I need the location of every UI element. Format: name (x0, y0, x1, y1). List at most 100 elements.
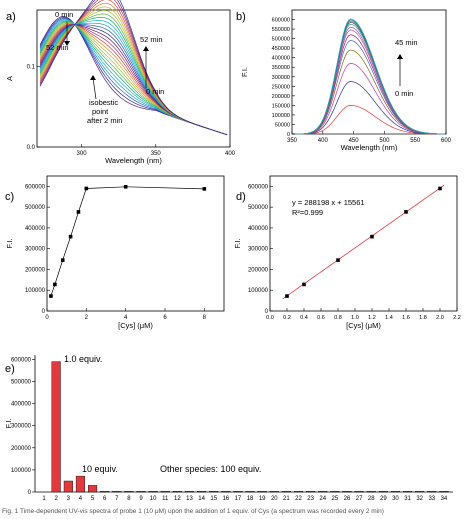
panel-d-xtick-label: 0.2 (283, 315, 291, 321)
panel-e-bar (100, 491, 110, 493)
panel-e-bar (306, 491, 316, 493)
panel-e-xtick-label: 31 (404, 496, 411, 502)
panel-a-arrowhead (64, 41, 70, 46)
panel-e-bar (269, 491, 279, 493)
panel-e-bar (184, 491, 195, 493)
panel-b-series-line (295, 18, 445, 135)
panel-e-bar (294, 491, 304, 493)
panel-e-xtick-label: 10 (150, 496, 157, 502)
panel-d-ytick-label: 100000 (248, 288, 269, 294)
panel-b-series-line (295, 22, 445, 135)
panel-d-ytick-label: 300000 (248, 247, 269, 253)
panel-e-xtick-label: 11 (162, 496, 169, 502)
panel-a-ytick-label: 0.1 (27, 64, 36, 70)
panel-b-series-line (295, 49, 445, 135)
panel-c-xtick-label: 4 (124, 315, 128, 321)
panel-e-bar (196, 491, 207, 493)
panel-e-xtick-label: 6 (103, 496, 107, 502)
panel-d-ylabel: F.I. (233, 238, 242, 248)
panel-c-xtick-label: 0 (45, 315, 49, 321)
panel-e-xtick-label: 25 (332, 496, 339, 502)
panel-e-ytick-label: 100000 (11, 468, 32, 474)
panel-a-xlabel: Wavelength (nm) (105, 156, 162, 165)
panel-a-xtick-label: 350 (151, 151, 162, 157)
panel-e-xtick-label: 8 (127, 496, 131, 502)
panel-a-ylabel: A (5, 76, 14, 81)
panel-d-data-point (404, 210, 408, 214)
panel-b-ytick-label: 100000 (272, 113, 290, 119)
panel-e-xtick-label: 17 (235, 496, 242, 502)
panel-c-xtick-label: 6 (163, 315, 167, 321)
panel-e-bar (75, 475, 85, 493)
panel-e-xtick-label: 18 (247, 496, 254, 502)
panel-e-bar (330, 491, 340, 493)
panel-a-series-line (39, 22, 228, 136)
panel-e-bar (354, 491, 364, 493)
panel-b-ytick-label: 50000 (275, 122, 290, 128)
panel-e-xtick-label: 26 (344, 496, 351, 502)
panel-a-annotation: 52 min (140, 35, 163, 44)
panel-a-arrowhead (143, 46, 149, 51)
panel-d-label: d) (236, 191, 246, 203)
panel-e-bar (51, 361, 61, 493)
panel-d-data-point (336, 258, 340, 262)
panel-e-xtick-label: 22 (295, 496, 302, 502)
panel-c-xlabel: [Cys] (μM) (118, 321, 153, 330)
panel-d-r2: R²=0.999 (292, 208, 323, 217)
panel-e-xtick-label: 21 (283, 496, 290, 502)
panel-e-xtick-label: 16 (222, 496, 229, 502)
panel-e-bar (257, 491, 267, 493)
panel-b-ytick-label: 350000 (272, 65, 290, 71)
panel-d-frame (269, 175, 458, 312)
panel-e-xtick-label: 27 (356, 496, 363, 502)
panel-e-annotation: 1.0 equiv. (64, 354, 102, 364)
panel-c-xtick-label: 2 (85, 315, 89, 321)
panel-e-xtick-label: 13 (186, 496, 193, 502)
panel-b-series-line (295, 63, 445, 135)
panel-c-data-point (202, 187, 207, 191)
panel-e-bar (245, 491, 255, 493)
panel-d-ytick-label: 200000 (248, 267, 269, 273)
panel-d-equation: y = 288198 x + 15561 (292, 198, 365, 207)
panel-b-series-line (295, 20, 445, 135)
panel-a-frame (36, 9, 231, 148)
panel-b-series-line (295, 19, 445, 135)
panel-c-ytick-label: 500000 (25, 205, 46, 211)
panel-e-bar (112, 491, 122, 493)
panel-e-xtick-label: 19 (259, 496, 266, 502)
panel-e-xtick-label: 30 (392, 496, 399, 502)
panel-b-xtick-label: 600 (441, 138, 452, 144)
panel-c-ylabel: F.I. (5, 238, 14, 248)
panel-e-xtick-label: 3 (67, 496, 71, 502)
panel-e-xtick-label: 33 (428, 496, 435, 502)
panel-e-xtick-label: 20 (271, 496, 278, 502)
panel-a-xtick-label: 400 (225, 151, 236, 157)
panel-d-xtick-label: 0.8 (334, 315, 342, 321)
panel-c-ytick-label: 100000 (25, 288, 46, 294)
panel-b-label: b) (236, 11, 246, 23)
panel-d-xtick-label: 1.6 (402, 315, 410, 321)
panel-e-bar (209, 491, 219, 493)
panel-d-xtick-label: 0.6 (317, 315, 325, 321)
panel-e-bar (233, 491, 243, 493)
panel-e-bar (63, 480, 73, 493)
panel-a-ytick-label: 0.0 (27, 145, 36, 151)
panel-e-bar (390, 491, 401, 493)
panel-e-bar (318, 491, 328, 493)
panel-b-ytick-label: 400000 (272, 56, 290, 62)
panel-e-annotation: 10 equiv. (82, 464, 118, 474)
panel-a-arrowhead (90, 75, 96, 80)
panel-b-ytick-label: 300000 (272, 75, 290, 81)
panel-e-bar (366, 491, 376, 493)
panel-c-data-point (68, 234, 73, 239)
panel-e-ytick-label: 500000 (11, 380, 32, 386)
panel-d-data-point (302, 282, 306, 287)
panel-e-ytick-label: 0 (28, 490, 32, 496)
panel-b-ytick-label: 150000 (272, 103, 290, 109)
panel-b-ylabel: F.I. (240, 67, 249, 77)
panel-e-bar (427, 491, 437, 493)
panel-e-bar (415, 491, 425, 493)
panel-a-series-line (39, 22, 228, 136)
panel-a-arrow (92, 77, 97, 100)
panel-a-annotation: after 2 min (87, 116, 122, 125)
